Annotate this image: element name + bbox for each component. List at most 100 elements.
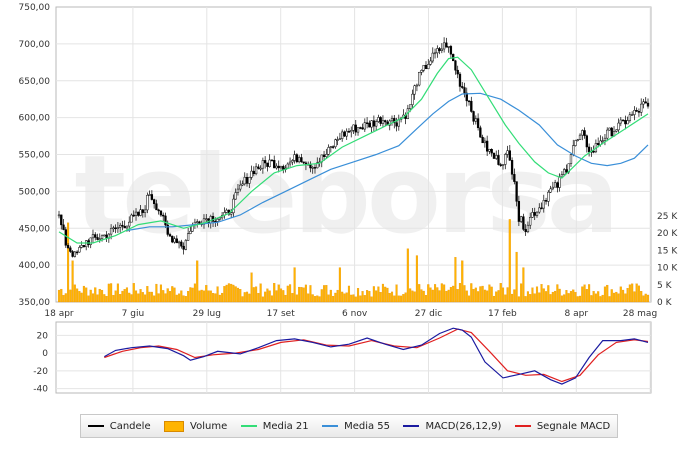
volume-bar xyxy=(336,289,339,303)
volume-bar xyxy=(293,267,296,303)
watermark-teleborsa: teleborsa xyxy=(74,133,615,258)
candle-body xyxy=(311,167,314,169)
volume-bar xyxy=(320,289,323,303)
candle-body xyxy=(257,166,260,169)
candle-body xyxy=(606,129,609,139)
candle-body xyxy=(433,52,437,55)
volume-bar xyxy=(576,296,579,303)
volume-bar xyxy=(461,260,464,303)
candle-body xyxy=(288,161,292,165)
volume-bar xyxy=(574,292,577,303)
volume-bar xyxy=(467,295,471,303)
volume-bar xyxy=(309,285,312,303)
volume-bar xyxy=(322,285,326,303)
candle-body xyxy=(241,183,244,186)
candle-body xyxy=(615,129,618,132)
volume-bar xyxy=(429,287,432,303)
volume-bar xyxy=(633,291,636,303)
volume-bar xyxy=(640,291,643,303)
volume-bar xyxy=(597,291,600,303)
candle-body xyxy=(585,135,588,148)
candle-body xyxy=(592,150,595,153)
volume-bar xyxy=(578,295,582,303)
volume-bar xyxy=(264,291,267,303)
candle-body xyxy=(316,162,319,169)
candle-body xyxy=(431,52,434,62)
candle-body xyxy=(626,120,629,125)
x-tick-label: 6 nov xyxy=(342,309,368,319)
legend-swatch xyxy=(87,425,104,427)
volume-bar xyxy=(73,284,76,303)
volume-bar xyxy=(300,287,303,303)
candle-body xyxy=(146,194,149,211)
volume-bar xyxy=(76,288,79,303)
volume-bar xyxy=(445,290,448,303)
candle-body xyxy=(513,174,516,182)
legend-swatch xyxy=(164,420,185,432)
candle-body xyxy=(481,136,484,144)
volume-tick-label: 10 K xyxy=(657,264,678,274)
volume-bar xyxy=(257,293,260,303)
volume-bar xyxy=(78,291,81,303)
volume-bar xyxy=(479,286,482,303)
candle-body xyxy=(542,200,545,209)
volume-bar xyxy=(130,294,133,303)
candle-body xyxy=(159,210,163,216)
price-tick-label: 650,00 xyxy=(19,77,51,87)
volume-bar xyxy=(178,293,181,303)
volume-bar xyxy=(635,283,638,303)
volume-bar xyxy=(526,291,529,303)
volume-bar xyxy=(307,293,310,303)
volume-bar xyxy=(232,284,235,303)
volume-tick-label: 20 K xyxy=(657,229,678,239)
candle-body xyxy=(381,120,385,124)
candle-body xyxy=(336,139,339,141)
candle-body xyxy=(132,214,135,217)
candle-body xyxy=(155,203,158,211)
candle-body xyxy=(429,60,432,65)
volume-bar xyxy=(424,295,428,303)
candle-body xyxy=(420,70,423,73)
volume-bar xyxy=(352,294,355,303)
macd-tick-label: -40 xyxy=(33,385,48,395)
candle-body xyxy=(341,131,344,139)
volume-bar xyxy=(572,289,575,303)
volume-bar xyxy=(218,294,221,303)
volume-bar xyxy=(590,295,593,303)
volume-bar xyxy=(318,296,321,303)
candle-body xyxy=(578,134,582,140)
candle-body xyxy=(347,130,351,133)
volume-bar xyxy=(497,290,500,303)
candle-body xyxy=(633,110,636,115)
candle-body xyxy=(75,251,79,254)
volume-bar xyxy=(588,284,591,303)
candle-body xyxy=(150,194,154,200)
volume-bar xyxy=(481,285,484,303)
candle-body xyxy=(574,140,577,146)
candle-body xyxy=(619,119,622,124)
candle-body xyxy=(624,120,627,125)
volume-bar xyxy=(501,287,505,303)
volume-bar xyxy=(443,284,446,303)
volume-bar xyxy=(175,294,178,303)
candle-body xyxy=(164,215,167,226)
volume-bar xyxy=(162,290,165,303)
volume-bar xyxy=(567,293,570,303)
volume-bar xyxy=(282,290,285,303)
volume-bar xyxy=(420,289,423,303)
volume-bar xyxy=(137,293,140,303)
volume-bar xyxy=(105,295,108,303)
price-tick-label: 450,00 xyxy=(19,224,51,234)
volume-bar xyxy=(112,295,115,303)
candle-body xyxy=(547,191,550,202)
candle-body xyxy=(363,122,366,130)
candle-body xyxy=(495,155,498,159)
volume-bar xyxy=(379,292,382,303)
volume-bar xyxy=(436,287,439,303)
candle-body xyxy=(519,216,523,222)
candle-body xyxy=(350,130,353,133)
macd-tick-label: 0 xyxy=(42,349,48,359)
volume-tick-label: 0 K xyxy=(657,298,673,308)
candle-body xyxy=(313,167,317,169)
